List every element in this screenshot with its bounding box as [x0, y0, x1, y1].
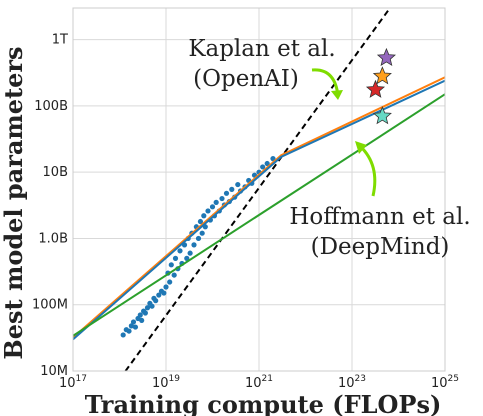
annotation-arrows: [311, 68, 377, 197]
data-point: [142, 310, 148, 316]
data-point: [205, 208, 211, 214]
data-point: [163, 284, 169, 290]
annotation-hoffmann-line2: (DeepMind): [311, 234, 450, 260]
y-tick-label: 10B: [43, 165, 68, 180]
data-point: [199, 230, 205, 236]
data-point: [156, 292, 162, 298]
y-axis-title: Best model parameters: [0, 46, 28, 359]
model-star-marker: [372, 106, 392, 125]
data-point: [191, 242, 197, 248]
arrow-kaplan-head: [331, 90, 343, 100]
data-point: [177, 248, 183, 254]
data-point: [144, 305, 151, 311]
data-point: [213, 199, 219, 205]
data-point: [195, 235, 202, 242]
x-tick-label: 1019: [152, 374, 180, 391]
data-point: [149, 303, 155, 309]
y-tick-label: 100B: [34, 99, 68, 114]
arrow-hoffmann: [358, 144, 377, 197]
y-tick-label: 10M: [40, 364, 68, 379]
model-star-marker: [365, 79, 386, 98]
data-point: [187, 250, 193, 256]
annotation-hoffmann-line1: Hoffmann et al.: [289, 204, 470, 230]
data-point: [223, 190, 230, 196]
annotation-kaplan-line2: (OpenAI): [193, 66, 299, 92]
fit-line: [73, 93, 445, 337]
data-point: [264, 160, 270, 167]
model-star-marker: [372, 66, 392, 85]
plot-area: [73, 8, 445, 371]
fit-line: [73, 76, 445, 339]
data-point: [235, 181, 241, 188]
data-point: [219, 195, 225, 202]
data-point: [168, 262, 174, 268]
data-point: [197, 218, 204, 225]
data-point: [209, 204, 216, 210]
data-point: [132, 324, 139, 330]
data-point: [172, 255, 179, 261]
data-point: [201, 213, 207, 219]
annotation-kaplan-line1: Kaplan et al.: [188, 36, 335, 62]
data-point: [137, 312, 143, 318]
data-point: [167, 279, 173, 285]
x-axis-title: Training compute (FLOPs): [85, 390, 442, 416]
x-tick-label: 1021: [245, 374, 273, 391]
x-tick-label: 1017: [59, 374, 87, 391]
axes: [72, 7, 446, 372]
y-tick-label: 100M: [32, 298, 68, 313]
data-point: [128, 323, 134, 329]
annotation-kaplan: Kaplan et al. (OpenAI): [188, 36, 335, 92]
fit-line-kaplan: [124, 8, 392, 371]
data-point: [161, 290, 167, 296]
data-point: [126, 328, 132, 334]
data-point: [171, 272, 177, 278]
y-tick-label: 1T: [52, 33, 68, 48]
model-star-marker: [376, 47, 396, 67]
arrow-hoffmann-head: [355, 141, 367, 154]
data-point: [153, 298, 159, 304]
tick-labels: 1017 1019 1021 1023 1025 10M 100M 1.0B 10B 100B 1T: [32, 33, 459, 391]
x-tick-label: 1025: [431, 374, 459, 391]
fit-line: [73, 79, 445, 341]
data-point: [139, 317, 145, 324]
plot-frame: [72, 7, 446, 372]
y-tick-label: 1.0B: [38, 231, 68, 246]
data-point: [120, 332, 126, 338]
x-tick-label: 1023: [338, 374, 366, 391]
data-point: [260, 164, 266, 170]
data-point: [270, 156, 276, 162]
data-point: [184, 255, 190, 261]
annotation-hoffmann: Hoffmann et al. (DeepMind): [289, 204, 470, 260]
data-point: [229, 186, 235, 192]
data-point: [130, 319, 137, 325]
